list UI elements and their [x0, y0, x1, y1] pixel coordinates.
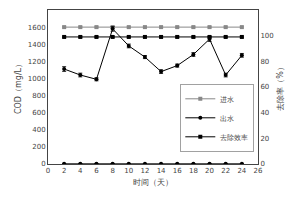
- svg-text:60: 60: [260, 83, 269, 91]
- svg-text:去除效率: 去除效率: [220, 134, 248, 142]
- svg-text:20: 20: [205, 167, 214, 175]
- svg-text:1000: 1000: [28, 75, 46, 83]
- svg-text:200: 200: [32, 143, 45, 151]
- svg-text:时间（天）: 时间（天）: [133, 178, 173, 187]
- svg-text:出水: 出水: [220, 115, 234, 123]
- svg-text:18: 18: [189, 167, 198, 175]
- svg-text:80: 80: [260, 58, 269, 66]
- svg-text:40: 40: [260, 109, 269, 117]
- svg-text:10: 10: [124, 167, 133, 175]
- svg-text:去除率（%）: 去除率（%）: [276, 63, 285, 111]
- svg-text:14: 14: [157, 167, 166, 175]
- svg-text:COD（mg/L）: COD（mg/L）: [14, 60, 23, 114]
- svg-text:20: 20: [260, 135, 269, 143]
- svg-text:16: 16: [173, 167, 182, 175]
- svg-text:进水: 进水: [220, 96, 234, 104]
- svg-text:0: 0: [46, 167, 50, 175]
- svg-text:1400: 1400: [28, 41, 46, 49]
- svg-text:600: 600: [32, 109, 45, 117]
- svg-text:22: 22: [221, 167, 230, 175]
- svg-text:8: 8: [110, 167, 114, 175]
- svg-text:2: 2: [62, 167, 66, 175]
- svg-text:0: 0: [41, 160, 45, 168]
- svg-text:800: 800: [32, 92, 45, 100]
- svg-text:12: 12: [140, 167, 149, 175]
- svg-text:0: 0: [260, 160, 264, 168]
- svg-text:24: 24: [237, 167, 246, 175]
- svg-text:1200: 1200: [28, 58, 46, 66]
- svg-text:400: 400: [32, 126, 45, 134]
- svg-text:4: 4: [78, 167, 83, 175]
- svg-text:6: 6: [94, 167, 99, 175]
- svg-text:1600: 1600: [28, 24, 46, 32]
- svg-text:100: 100: [260, 32, 273, 40]
- svg-text:26: 26: [254, 167, 263, 175]
